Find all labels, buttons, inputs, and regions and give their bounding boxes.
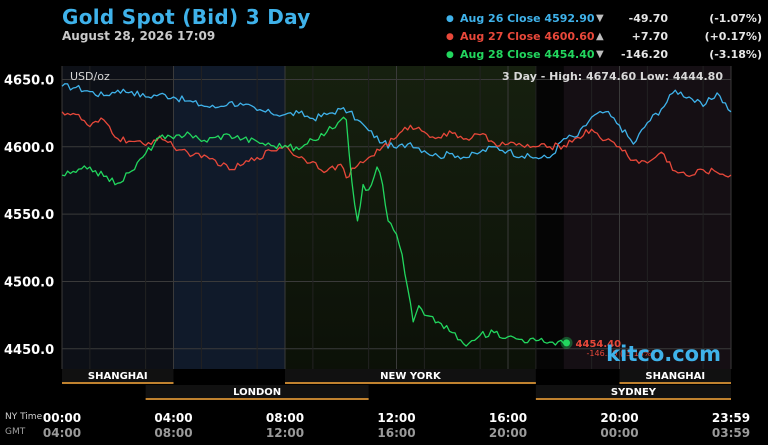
legend-row-aug27: ● Aug 27 Close 4600.60 ▲ +7.70 (+0.17%)	[446, 28, 764, 46]
x-tick-label-gmt: 16:00	[377, 426, 415, 440]
x-tick-label-ny: 08:00	[266, 411, 304, 425]
session-bar	[535, 398, 731, 400]
legend-row-aug26: ● Aug 26 Close 4592.90 ▼ -49.70 (-1.07%)	[446, 10, 764, 28]
range-stats: 3 Day - High: 4674.60 Low: 4444.80	[502, 70, 723, 83]
session-bar	[619, 382, 731, 384]
session-band	[619, 369, 731, 382]
newyork-background	[285, 66, 536, 369]
session-bar	[145, 398, 369, 400]
legend-change: +7.70	[631, 30, 668, 43]
legend-label: Aug 28 Close 4454.40	[460, 48, 595, 61]
session-band	[285, 369, 536, 382]
x-tick-label-gmt: 20:00	[489, 426, 527, 440]
legend-label: Aug 26 Close 4592.90	[460, 12, 595, 25]
y-tick-label: 4600.0	[4, 141, 54, 156]
legend-row-aug28: ● Aug 28 Close 4454.40 ▼ -146.20 (-3.18%…	[446, 46, 764, 64]
closed-background	[535, 66, 564, 369]
session-label-london: LONDON	[233, 387, 281, 398]
legend-change: -146.20	[620, 48, 668, 61]
session-band	[62, 369, 174, 382]
x-tick-label-ny: 04:00	[154, 411, 192, 425]
legend: ● Aug 26 Close 4592.90 ▼ -49.70 (-1.07%)…	[446, 10, 764, 64]
x-tick-label-ny: 23:59	[712, 411, 750, 425]
legend-label: Aug 27 Close 4600.60	[460, 30, 595, 43]
session-bar	[62, 382, 174, 384]
y-tick-label: 4450.0	[4, 343, 54, 358]
kitco-watermark: kitco.com	[606, 342, 721, 366]
last-price-change: -146.20 (-3.18%)	[587, 349, 655, 358]
series-line-aug-27	[61, 111, 732, 179]
session-label-shanghai: SHANGHAI	[645, 371, 705, 382]
last-price-label: 4454.40	[576, 339, 622, 350]
session-band	[535, 385, 731, 398]
y-tick-label: 4650.0	[4, 73, 54, 88]
session-band	[145, 385, 369, 398]
series-line-aug-28	[61, 116, 567, 347]
session-label-new-york: NEW YORK	[380, 371, 442, 382]
unit-label: USD/oz	[70, 70, 110, 83]
legend-dot-icon: ●	[446, 50, 454, 60]
legend-percent: (-1.07%)	[709, 12, 762, 25]
x-tick-label-gmt: 08:00	[154, 426, 192, 440]
series-line-aug-26	[61, 83, 732, 160]
down-arrow-icon: ▼	[596, 49, 604, 60]
legend-dot-icon: ●	[446, 14, 454, 24]
session-bar	[285, 382, 536, 384]
x-tick-label-ny: 20:00	[600, 411, 638, 425]
x-tick-label-ny: 16:00	[489, 411, 527, 425]
chart-date: August 28, 2026 17:09	[62, 29, 216, 43]
x-tick-label-gmt: 03:59	[712, 426, 750, 440]
legend-percent: (-3.18%)	[709, 48, 762, 61]
legend-change: -49.70	[628, 12, 668, 25]
y-tick-label: 4500.0	[4, 275, 54, 290]
chart-title: Gold Spot (Bid) 3 Day	[62, 5, 311, 29]
legend-dot-icon: ●	[446, 32, 454, 42]
x-tick-label-gmt: 00:00	[600, 426, 638, 440]
timezone-label-ny: NY Time	[5, 412, 43, 422]
last-price-marker	[563, 339, 571, 347]
y-tick-label: 4550.0	[4, 208, 54, 223]
london-background	[173, 66, 285, 369]
timezone-label-gmt: GMT	[5, 427, 26, 437]
session-label-sydney: SYDNEY	[611, 387, 657, 398]
session-label-shanghai: SHANGHAI	[88, 371, 148, 382]
legend-percent: (+0.17%)	[704, 30, 762, 43]
x-tick-label-gmt: 04:00	[43, 426, 81, 440]
down-arrow-icon: ▼	[596, 13, 604, 24]
up-arrow-icon: ▲	[596, 31, 604, 42]
x-tick-label-gmt: 12:00	[266, 426, 304, 440]
x-tick-label-ny: 00:00	[43, 411, 81, 425]
x-tick-label-ny: 12:00	[377, 411, 415, 425]
